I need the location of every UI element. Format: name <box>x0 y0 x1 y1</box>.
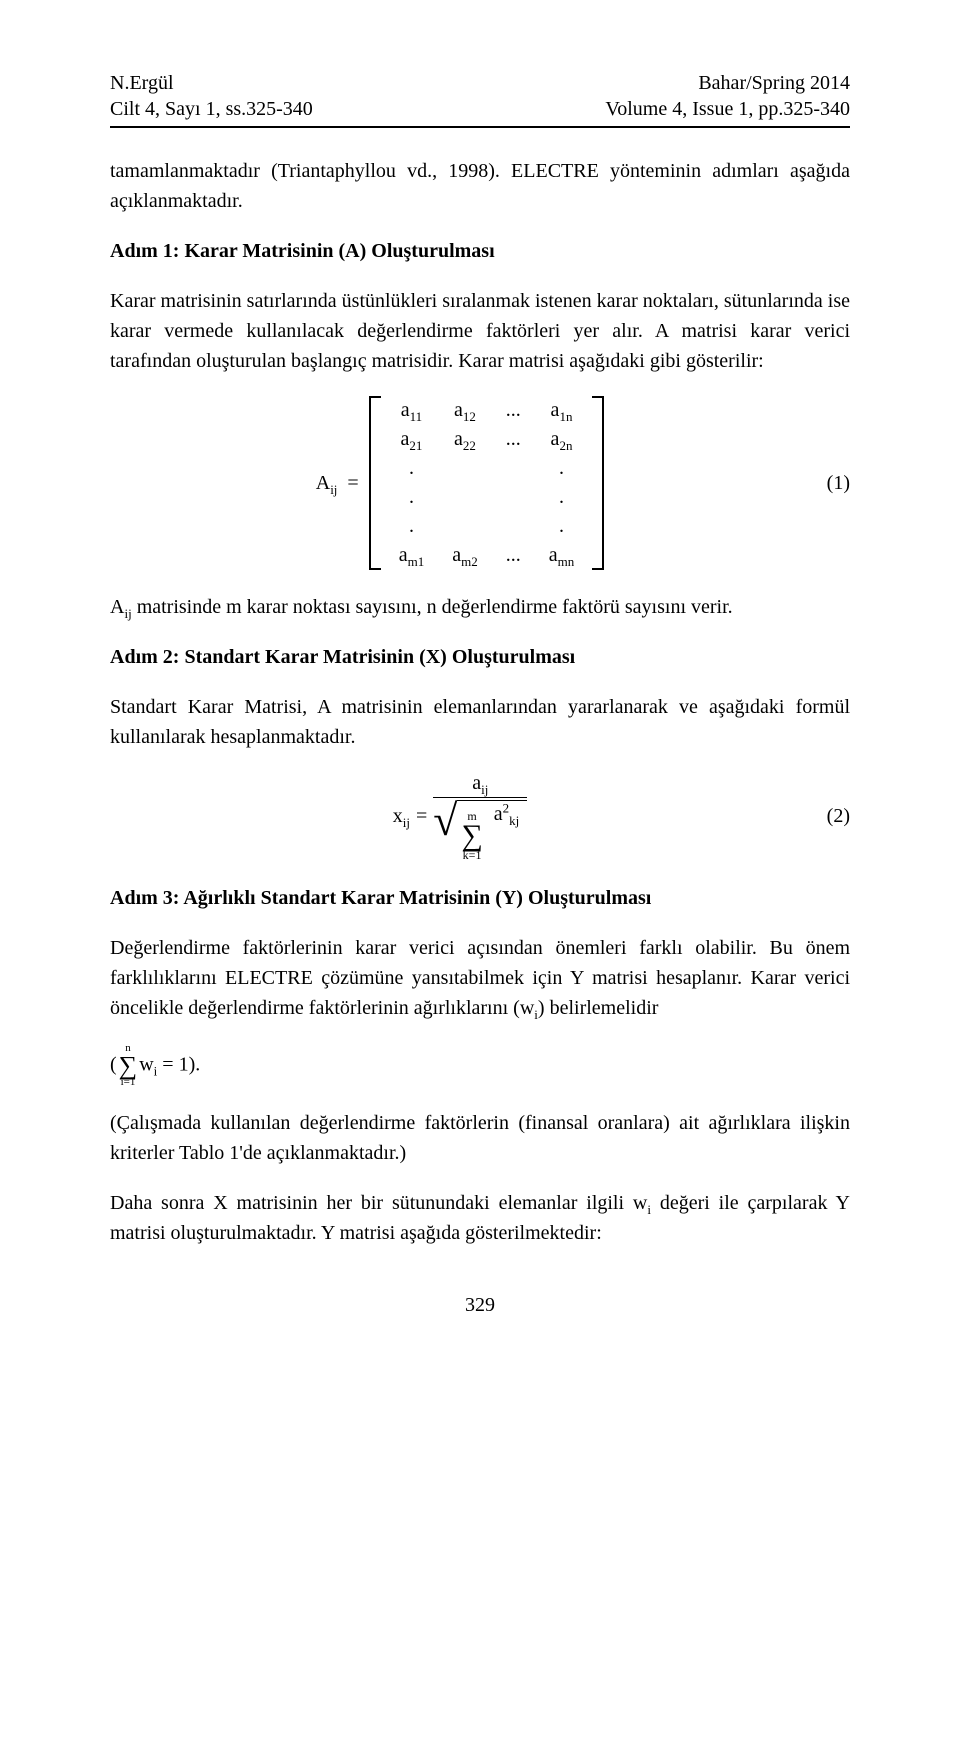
matrix-cell: . <box>385 512 439 541</box>
eq1-label: (1) <box>810 472 850 495</box>
matrix-cell <box>492 512 535 541</box>
matrix-cell: am2 <box>438 541 492 570</box>
eq2-den-var: a <box>494 803 503 825</box>
page-number: 329 <box>110 1294 850 1317</box>
matrix-cell: a11 <box>385 396 439 425</box>
eq1-lhs-sub: ij <box>330 482 337 497</box>
running-header: N.Ergül Cilt 4, Sayı 1, ss.325-340 Bahar… <box>110 70 850 122</box>
eq2-num-sub: ij <box>481 782 488 797</box>
matrix-cell <box>438 512 492 541</box>
sum-icon: m ∑ k=1 <box>461 810 482 861</box>
equation-1: Aij = a11a12...a1na21a22...a2n......am1a… <box>110 396 850 570</box>
final-paragraph: Daha sonra X matrisinin her bir sütunund… <box>110 1188 850 1248</box>
matrix-cell <box>438 483 492 512</box>
step3-paragraph-a: Değerlendirme faktörlerinin karar verici… <box>110 933 850 1023</box>
matrix-cell: a2n <box>535 425 589 454</box>
eq2-lhs-var: x <box>393 805 403 827</box>
header-rule <box>110 126 850 128</box>
matrix-cell: . <box>535 454 589 483</box>
step2-heading: Adım 2: Standart Karar Matrisinin (X) Ol… <box>110 642 850 672</box>
eq1-lhs-var: A <box>316 472 330 494</box>
matrix-cell <box>492 483 535 512</box>
equation-2: xij = aij √ m ∑ <box>110 772 850 861</box>
matrix-cell: . <box>385 454 439 483</box>
header-volume: Volume 4, Issue 1, pp.325-340 <box>605 96 850 122</box>
matrix-cell: . <box>385 483 439 512</box>
matrix-cell: a1n <box>535 396 589 425</box>
matrix-cell: ... <box>492 425 535 454</box>
step2-paragraph: Standart Karar Matrisi, A matrisinin ele… <box>110 692 850 752</box>
eq2-den-sub: kj <box>509 813 519 828</box>
matrix-cell: ... <box>492 396 535 425</box>
eq1-equals: = <box>347 472 358 495</box>
sqrt-icon: √ <box>433 806 457 837</box>
header-author: N.Ergül <box>110 70 313 96</box>
matrix-cell: . <box>535 512 589 541</box>
matrix-cell <box>438 454 492 483</box>
matrix-cell: a22 <box>438 425 492 454</box>
matrix-cell: amn <box>535 541 589 570</box>
eq2-lhs-sub: ij <box>403 815 410 830</box>
matrix-cell: am1 <box>385 541 439 570</box>
matrix-cell: . <box>535 483 589 512</box>
eq2-label: (2) <box>810 805 850 828</box>
header-cilt: Cilt 4, Sayı 1, ss.325-340 <box>110 96 313 122</box>
eq2-equals: = <box>416 805 427 828</box>
step3-heading: Adım 3: Ağırlıklı Standart Karar Matrisi… <box>110 883 850 913</box>
header-season: Bahar/Spring 2014 <box>605 70 850 96</box>
intro-paragraph: tamamlanmaktadır (Triantaphyllou vd., 19… <box>110 156 850 216</box>
step1-paragraph: Karar matrisinin satırlarında üstünlükle… <box>110 286 850 376</box>
eq1-matrix: a11a12...a1na21a22...a2n......am1am2...a… <box>369 396 605 570</box>
matrix-cell: ... <box>492 541 535 570</box>
page: N.Ergül Cilt 4, Sayı 1, ss.325-340 Bahar… <box>0 0 960 1751</box>
sum-icon: n ∑ i=1 <box>119 1043 138 1088</box>
matrix-cell <box>492 454 535 483</box>
step1-heading: Adım 1: Karar Matrisinin (A) Oluşturulma… <box>110 236 850 266</box>
after-eq1-paragraph: Aij matrisinde m karar noktası sayısını,… <box>110 592 850 622</box>
step3-paragraph-sum: ( n ∑ i=1 wi = 1). <box>110 1043 850 1088</box>
eq2-num-var: a <box>472 772 481 794</box>
matrix-cell: a12 <box>438 396 492 425</box>
note-paragraph: (Çalışmada kullanılan değerlendirme fakt… <box>110 1108 850 1168</box>
matrix-cell: a21 <box>385 425 439 454</box>
